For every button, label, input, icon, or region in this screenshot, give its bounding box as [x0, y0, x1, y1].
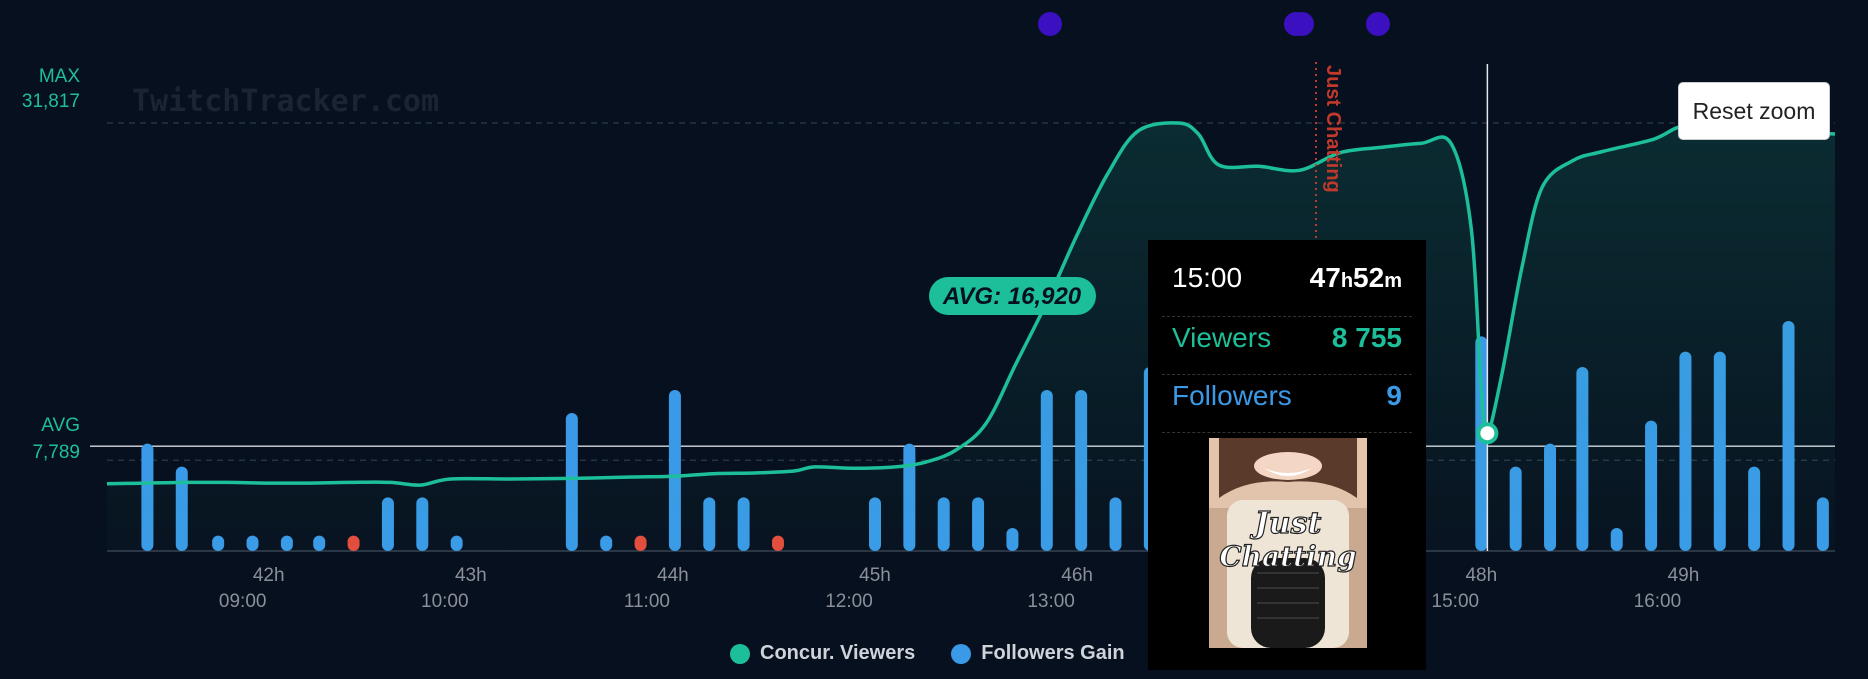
- tooltip-separator: [1162, 374, 1412, 375]
- tooltip-followers-label: Followers: [1172, 380, 1292, 411]
- avg-badge-text: AVG: 16,920: [942, 283, 1082, 310]
- chart-tooltip: 15:00 47h52m Viewers 8 755 Followers 9 J…: [1148, 240, 1426, 670]
- reset-zoom-button[interactable]: Reset zoom: [1678, 82, 1830, 140]
- tooltip-header: 15:00 47h52m: [1172, 262, 1402, 294]
- thumbnail-text-top: Just: [1250, 506, 1322, 541]
- avg-badge: AVG: 16,920: [929, 277, 1096, 315]
- tooltip-separator: [1162, 316, 1412, 317]
- tooltip-followers-value: 9: [1386, 380, 1402, 411]
- legend-dot-viewers: [730, 643, 750, 664]
- chart-legend: Concur. Viewers Followers Gain: [730, 642, 1125, 665]
- x-tick-hour: 46h: [1061, 565, 1093, 586]
- max-label: MAX: [39, 66, 81, 87]
- watermark: TwitchTracker.com: [132, 84, 439, 119]
- x-tick-hour: 48h: [1465, 565, 1497, 586]
- x-tick-clock: 15:00: [1432, 591, 1480, 612]
- viewers-area-fill: [107, 122, 1835, 551]
- hover-point: [1476, 422, 1499, 445]
- event-dot: [1290, 12, 1314, 36]
- event-dots: [1038, 12, 1390, 36]
- legend-item-followers[interactable]: Followers Gain: [951, 642, 1125, 665]
- tooltip-viewers-label: Viewers: [1172, 322, 1272, 353]
- tooltip-followers-row: Followers 9: [1172, 380, 1402, 412]
- x-tick-clock: 11:00: [624, 591, 670, 612]
- tooltip-viewers-value: 8 755: [1331, 322, 1402, 353]
- thumbnail-text-bottom: Chatting: [1219, 540, 1356, 573]
- game-change-label: Just Chatting: [1322, 65, 1344, 193]
- legend-label-followers: Followers Gain: [981, 642, 1125, 664]
- avg-value: 7,789: [32, 442, 80, 463]
- tooltip-separator: [1162, 432, 1412, 433]
- max-value: 31,817: [22, 91, 80, 112]
- x-tick-hour: 42h: [253, 565, 285, 586]
- x-tick-clock: 12:00: [825, 591, 873, 612]
- avg-label: AVG: [41, 415, 80, 436]
- x-axis: 42h 09:00 43h 10:00 44h 11:00 45h 12:00 46h 13:00…: [219, 565, 1699, 612]
- x-tick-hour: 45h: [859, 565, 891, 586]
- event-dot: [1366, 12, 1390, 36]
- event-dot: [1038, 12, 1062, 36]
- x-tick-hour: 44h: [657, 565, 689, 586]
- legend-dot-followers: [951, 643, 972, 664]
- tooltip-viewers-row: Viewers 8 755: [1172, 322, 1402, 354]
- viewers-line: [106, 121, 1836, 487]
- game-thumbnail: Just Chatting: [1209, 438, 1367, 648]
- x-tick-clock: 09:00: [219, 591, 267, 612]
- x-tick-clock: 13:00: [1027, 591, 1075, 612]
- x-tick-hour: 49h: [1668, 565, 1700, 586]
- x-tick-clock: 16:00: [1634, 591, 1682, 612]
- tooltip-time: 15:00: [1172, 262, 1243, 293]
- x-tick-hour: 43h: [455, 565, 487, 586]
- x-tick-clock: 10:00: [421, 591, 469, 612]
- tooltip-duration: 47h52m: [1309, 262, 1402, 293]
- legend-item-viewers[interactable]: Concur. Viewers: [730, 642, 915, 665]
- legend-label-viewers: Concur. Viewers: [760, 642, 916, 664]
